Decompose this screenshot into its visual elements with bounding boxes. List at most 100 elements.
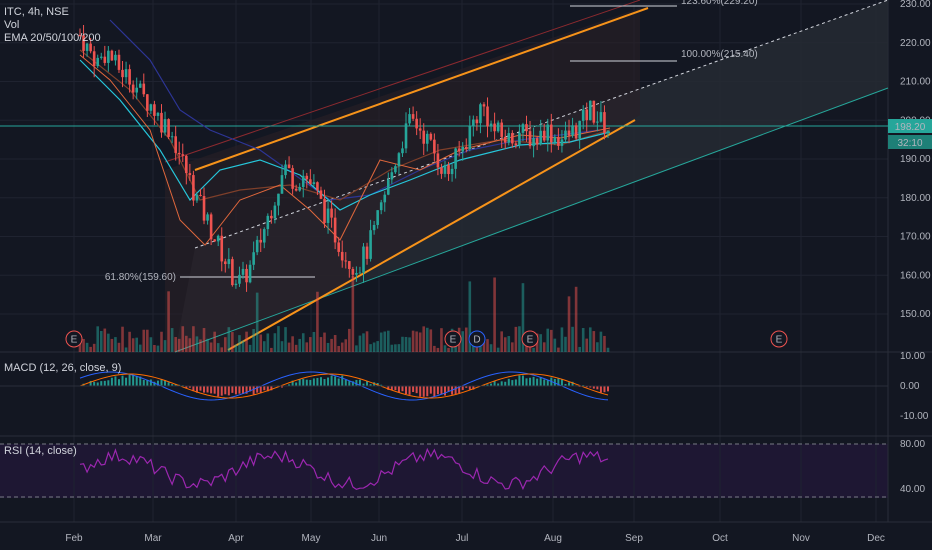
- volume-bar: [337, 346, 340, 352]
- candle-body: [553, 136, 557, 143]
- candle-body: [429, 133, 433, 140]
- macd-histogram-bar: [454, 386, 457, 395]
- ema20-line: [79, 54, 611, 246]
- volume-bar: [209, 342, 213, 352]
- candle-body: [259, 239, 263, 243]
- candle-body: [202, 196, 206, 221]
- macd-histogram-bar: [167, 382, 170, 386]
- macd-histogram-bar: [263, 386, 266, 391]
- volume-bar: [188, 338, 192, 352]
- macd-histogram-bar: [149, 379, 152, 386]
- macd-histogram-bar: [518, 375, 521, 386]
- candle-body: [255, 239, 259, 253]
- macd-histogram-bar: [305, 379, 308, 386]
- macd-histogram-bar: [532, 376, 535, 386]
- candle-body: [209, 214, 213, 240]
- macd-histogram-bar: [543, 379, 546, 386]
- macd-histogram-bar: [362, 383, 365, 386]
- candle-body: [606, 131, 610, 134]
- rsi-line: [79, 447, 609, 491]
- macd-histogram-bar: [121, 375, 124, 386]
- earnings-marker[interactable]: [468, 330, 486, 348]
- volume-bar: [518, 326, 521, 352]
- macd-histogram-bar: [298, 379, 301, 386]
- candle-body: [567, 130, 571, 136]
- volume-bar: [592, 331, 596, 352]
- volume-bar: [117, 342, 121, 352]
- volume-bar: [103, 328, 107, 352]
- macd-histogram-bar: [188, 386, 191, 388]
- volume-bar: [312, 331, 316, 352]
- earnings-marker[interactable]: [521, 330, 539, 348]
- candle-body: [468, 126, 472, 150]
- candle-body: [149, 104, 153, 111]
- rsi-tick-label: 40.00: [900, 484, 925, 495]
- main-legend: ITC, 4h, NSE Vol EMA 20/50/100/200: [4, 6, 101, 45]
- candle-body: [305, 175, 309, 180]
- volume-bar: [560, 327, 564, 352]
- candle-body: [408, 114, 411, 124]
- macd-histogram-bar: [302, 379, 305, 386]
- candle-body: [539, 130, 542, 145]
- volume-bar: [167, 291, 170, 352]
- volume-bar: [489, 344, 493, 352]
- earnings-marker[interactable]: [770, 330, 788, 348]
- macd-histogram-bar: [592, 386, 595, 389]
- candle-body: [511, 133, 514, 144]
- macd-histogram-bar: [465, 386, 468, 388]
- candle-body: [153, 104, 156, 116]
- macd-histogram-bar: [514, 379, 517, 386]
- macd-histogram-bar: [266, 386, 269, 392]
- candle-body: [433, 139, 436, 154]
- macd-histogram-bar: [490, 383, 493, 386]
- volume-bar: [131, 338, 135, 352]
- volume-bar: [181, 326, 185, 352]
- macd-histogram-bar: [436, 386, 439, 395]
- wedge-fill: [165, 8, 640, 352]
- candle-body: [121, 69, 124, 78]
- macd-histogram-bar: [585, 386, 588, 388]
- macd-histogram-bar: [135, 375, 138, 386]
- macd-histogram-bar: [100, 381, 103, 386]
- volume-bar: [280, 341, 284, 352]
- macd-histogram-bar: [270, 386, 273, 391]
- volume-bar: [404, 336, 408, 352]
- volume-bar: [234, 344, 238, 352]
- earnings-marker[interactable]: [444, 330, 462, 348]
- earnings-marker[interactable]: [65, 330, 83, 348]
- candle-body: [461, 146, 465, 152]
- candle-body: [525, 124, 528, 132]
- macd-tick-label: 10.00: [900, 351, 925, 362]
- macd-histogram-bar: [242, 386, 245, 394]
- candle-body: [482, 104, 486, 107]
- candle-body: [199, 194, 202, 197]
- candle-body: [486, 106, 489, 127]
- candle-body: [284, 164, 287, 176]
- macd-histogram-bar: [536, 378, 539, 386]
- candle-body: [457, 148, 461, 152]
- candle-body: [117, 54, 121, 70]
- macd-histogram-bar: [337, 378, 340, 386]
- ema-label: EMA 20/50/100/200: [4, 32, 101, 44]
- volume-bar: [397, 344, 401, 352]
- earnings-marker-label: E: [527, 335, 534, 346]
- candle-body: [578, 120, 581, 139]
- candle-body: [185, 155, 188, 174]
- macd-histogram-bar: [327, 377, 330, 386]
- candle-body: [397, 153, 401, 167]
- candle-body: [571, 125, 574, 136]
- macd-histogram-bar: [153, 381, 156, 386]
- macd-label: MACD (12, 26, close, 9): [4, 362, 122, 374]
- volume-bar: [351, 276, 355, 352]
- volume-bar: [255, 292, 259, 352]
- y-tick-label: 160.00: [900, 270, 931, 281]
- volume-bar: [153, 344, 156, 352]
- candle-body: [390, 172, 394, 180]
- volume-bar: [532, 347, 535, 352]
- candle-body: [99, 56, 103, 58]
- volume-bar: [266, 333, 270, 352]
- channel-dashed-line: [194, 0, 889, 249]
- candle-body: [532, 138, 535, 147]
- macd-histogram-bar: [291, 380, 294, 386]
